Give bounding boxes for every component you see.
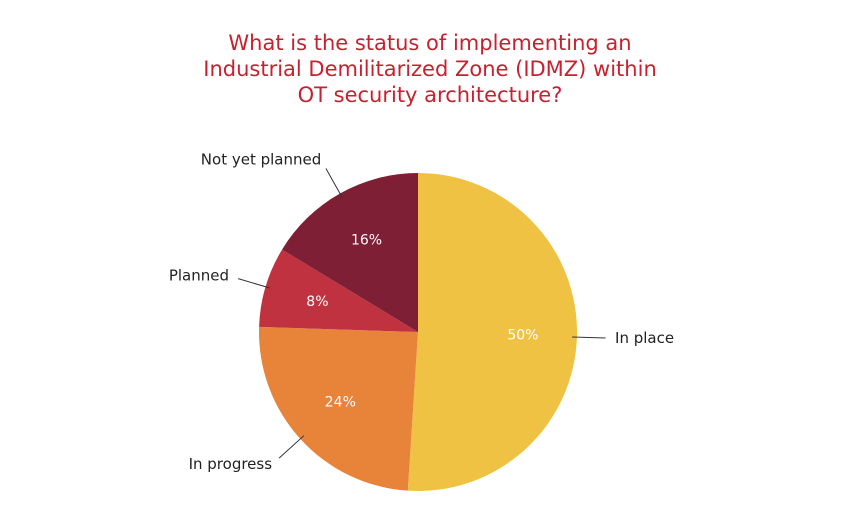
pie-slice: [259, 326, 418, 491]
chart-title: What is the status of implementing an In…: [203, 31, 657, 107]
category-label: Not yet planned: [201, 151, 321, 169]
leader-line: [572, 336, 606, 339]
value-label: 16%: [351, 233, 382, 249]
leader-line: [278, 435, 305, 459]
leader-line: [325, 168, 343, 198]
pie-slice: [259, 249, 418, 332]
pie-slice: [282, 173, 418, 332]
value-label: 8%: [306, 294, 328, 310]
value-label: 50%: [507, 327, 538, 343]
value-label: 24%: [325, 395, 356, 411]
category-label: In place: [615, 329, 674, 347]
pie-slice: [407, 173, 578, 492]
leader-line: [237, 278, 271, 289]
category-label: In progress: [189, 455, 273, 473]
category-label: Planned: [169, 266, 229, 284]
